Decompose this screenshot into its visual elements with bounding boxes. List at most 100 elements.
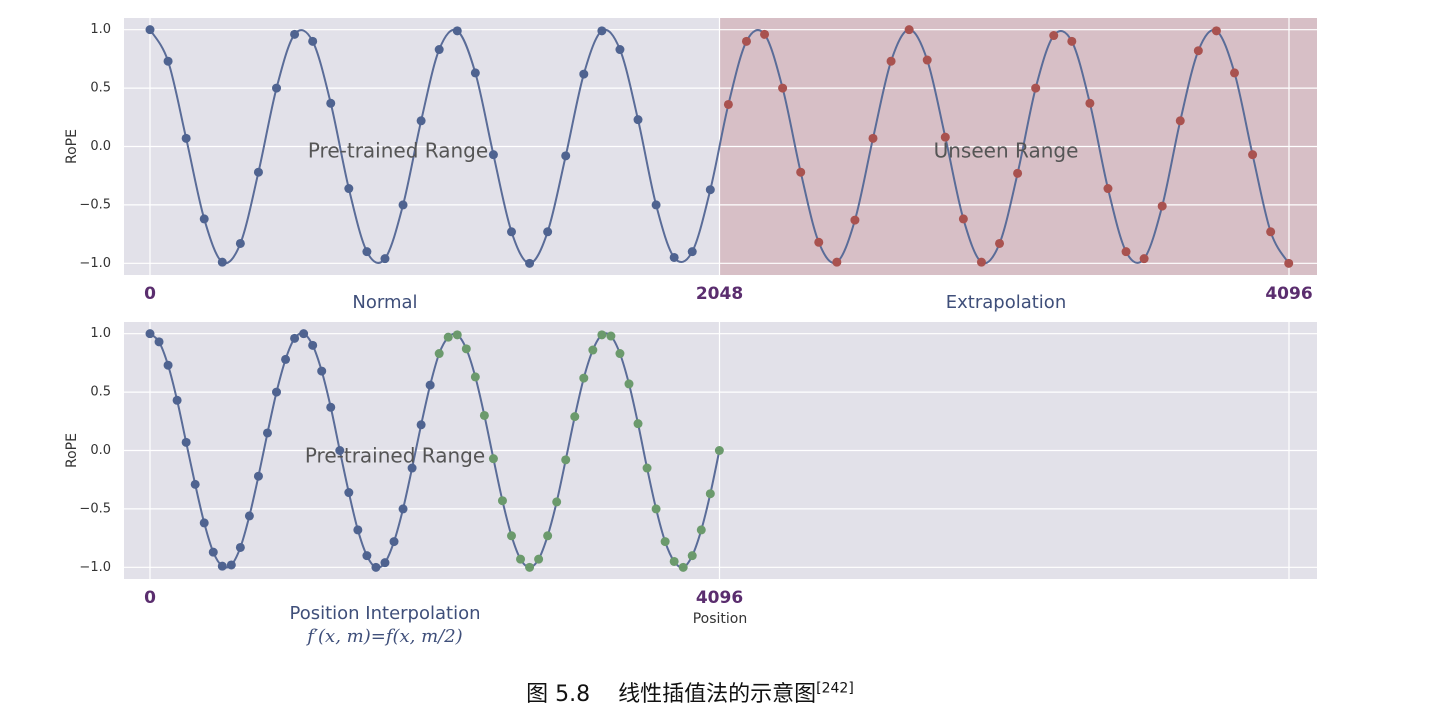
y-tick-label: 0.0 — [90, 443, 111, 458]
point — [452, 26, 462, 36]
point — [326, 98, 336, 108]
point — [299, 329, 309, 339]
chart-top: −1.0 −0.5 0.0 0.5 1.0 0 2048 4096 RoPE — [64, 18, 1317, 304]
point — [416, 116, 426, 126]
y-axis-label: RoPE — [64, 129, 80, 164]
point — [497, 496, 507, 506]
point — [940, 132, 950, 142]
point — [624, 379, 634, 389]
curve — [149, 332, 721, 569]
region-label: Extrapolation — [946, 292, 1066, 313]
point — [199, 518, 209, 528]
point — [995, 238, 1005, 248]
point — [253, 167, 263, 177]
annotation: Pre-trained Range — [305, 444, 485, 468]
point — [380, 558, 390, 568]
point — [642, 463, 652, 473]
point — [1067, 36, 1077, 46]
point — [326, 402, 336, 412]
figure-number: 图 5.8 — [526, 682, 591, 707]
point — [1157, 201, 1167, 211]
point — [1121, 247, 1131, 257]
region-label: Normal — [352, 292, 417, 313]
point — [272, 83, 282, 93]
point — [552, 497, 562, 507]
y-tick-label: −0.5 — [79, 197, 111, 212]
point — [416, 420, 426, 430]
point — [163, 56, 173, 66]
y-tick-label: 1.0 — [90, 22, 111, 37]
point — [778, 83, 788, 93]
point — [543, 227, 553, 237]
point — [488, 150, 498, 160]
point — [669, 252, 679, 262]
point — [1013, 168, 1023, 178]
point — [1139, 254, 1149, 264]
point — [380, 254, 390, 264]
point — [253, 471, 263, 481]
point — [217, 561, 227, 571]
point — [669, 556, 679, 566]
point — [235, 542, 245, 552]
point — [1266, 227, 1276, 237]
point — [660, 537, 670, 547]
point — [434, 45, 444, 55]
point — [832, 257, 842, 267]
point — [570, 412, 580, 422]
point — [244, 511, 254, 521]
point — [705, 489, 715, 499]
point — [290, 333, 300, 343]
point — [344, 184, 354, 194]
point — [651, 200, 661, 210]
point — [615, 349, 625, 359]
point — [398, 504, 408, 514]
point — [597, 26, 607, 36]
point — [723, 99, 733, 109]
point — [976, 257, 986, 267]
point — [1211, 26, 1221, 36]
point — [317, 366, 327, 376]
point — [235, 238, 245, 248]
chart-bottom: −1.0 −0.5 0.0 0.5 1.0 0 4096 RoPE — [64, 322, 1317, 608]
point — [172, 395, 182, 405]
point — [561, 151, 571, 161]
point — [371, 562, 381, 572]
point — [1175, 116, 1185, 126]
point — [452, 330, 462, 340]
point — [516, 554, 526, 564]
point — [958, 214, 968, 224]
point — [1248, 150, 1258, 160]
y-tick-label: −1.0 — [79, 256, 111, 271]
point — [705, 185, 715, 195]
point — [714, 446, 724, 455]
point — [687, 247, 697, 257]
x-tick-label: 0 — [144, 284, 156, 304]
annotation: Unseen Range — [934, 139, 1079, 163]
point — [506, 531, 516, 541]
charts: −1.0 −0.5 0.0 0.5 1.0 0 2048 4096 RoPE −1.0 −0.5 0… — [64, 18, 1317, 647]
point — [199, 214, 209, 224]
point — [479, 410, 489, 420]
point — [506, 227, 516, 237]
point — [1103, 184, 1113, 194]
point — [696, 525, 706, 535]
figure-title: 线性插值法的示意图 — [618, 682, 817, 707]
point — [353, 525, 363, 535]
formula: f′(x, m)=f(x, m/2) — [305, 626, 462, 647]
point — [145, 329, 155, 339]
point — [561, 455, 571, 465]
point — [1085, 98, 1095, 108]
point — [145, 25, 155, 35]
point — [461, 344, 471, 354]
point — [922, 55, 932, 65]
point — [362, 551, 372, 561]
point — [579, 69, 589, 79]
caption: 图 5.8 线性插值法的示意图[242] — [0, 676, 1380, 708]
x-tick-label: 4096 — [1265, 284, 1312, 304]
point — [389, 537, 399, 547]
point — [588, 345, 598, 355]
point — [344, 488, 354, 498]
point — [651, 504, 661, 514]
point — [1229, 68, 1239, 78]
